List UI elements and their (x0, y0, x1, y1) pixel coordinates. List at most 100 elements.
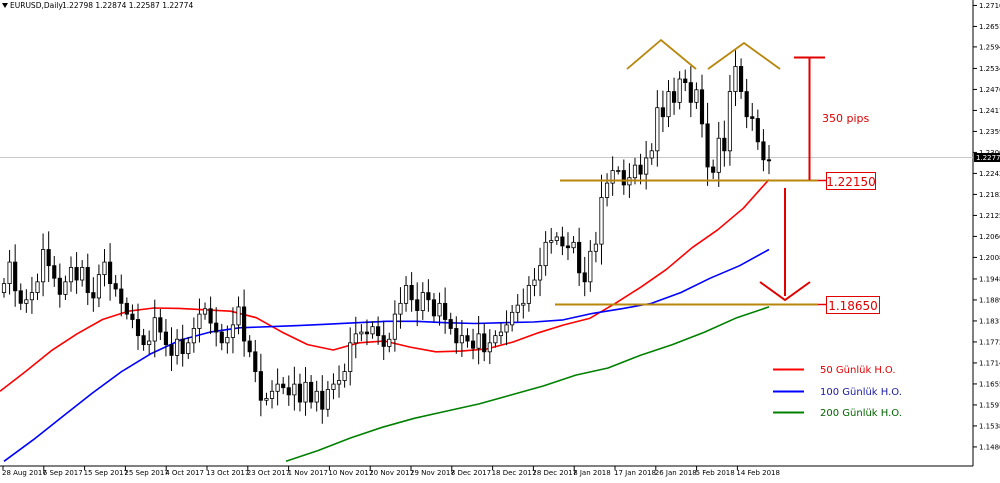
candle-body (342, 371, 347, 381)
candle-body (264, 398, 269, 401)
candle (85, 253, 90, 305)
candle (487, 329, 492, 365)
candle (359, 324, 364, 342)
candle (638, 153, 643, 185)
candle (571, 236, 576, 254)
candle-body (208, 308, 213, 324)
level-2-label: 1.18650 (828, 299, 878, 313)
candle-body (18, 290, 23, 304)
price-tag-label: 1.22774 (976, 154, 1000, 162)
candle (727, 74, 732, 166)
candle-body (376, 326, 381, 337)
candle-body (459, 335, 464, 344)
candle-body (387, 338, 392, 347)
x-tick-label: 17 Jan 2018 (614, 469, 656, 477)
candle-body (409, 285, 414, 301)
candle (649, 143, 654, 165)
candle (699, 74, 705, 138)
candle (582, 256, 587, 297)
x-tick-label: 18 Dec 2017 (492, 469, 537, 477)
candle (755, 109, 760, 150)
candle-body (722, 137, 727, 152)
candle-body (303, 381, 308, 403)
candle (381, 320, 386, 360)
candle (688, 66, 693, 118)
candle (705, 102, 710, 186)
candle (504, 310, 509, 346)
candle-body (437, 302, 442, 317)
candle (130, 304, 135, 329)
candle-body (694, 89, 699, 103)
candle-body (364, 331, 370, 335)
candle-body (281, 383, 286, 389)
candle (711, 159, 716, 179)
y-tick-label: 1.21250 (979, 212, 1000, 220)
candle-body (46, 249, 51, 267)
candle-body (616, 170, 621, 172)
candle (242, 289, 247, 357)
candle (292, 366, 297, 411)
candle (29, 276, 34, 314)
legend-label-200: 200 Günlük H.O. (820, 408, 902, 419)
candle-body (175, 338, 180, 356)
candle-body (549, 240, 554, 243)
candle (660, 90, 665, 133)
candle-body (275, 383, 280, 392)
candle-body (504, 324, 509, 333)
candle-body (91, 292, 96, 299)
level-2-box (826, 296, 880, 314)
candle-body (487, 342, 492, 353)
candle-body (582, 272, 587, 283)
candle (297, 373, 303, 412)
candle-body (476, 333, 481, 349)
y-tick-label: 1.20080 (979, 254, 1000, 262)
candle (191, 317, 196, 353)
candle (532, 268, 537, 297)
candle-body (169, 344, 174, 356)
candle-body (29, 292, 34, 301)
candle (409, 272, 414, 312)
candle-body (448, 319, 453, 329)
x-tick-label: 28 Aug 2017 (2, 469, 47, 477)
candle (163, 319, 169, 357)
candle (510, 304, 515, 332)
candle (1, 277, 7, 298)
x-tick-label: 23 Oct 2017 (247, 469, 290, 477)
x-tick-label: 5 Feb 2018 (696, 469, 735, 477)
candle (588, 240, 593, 292)
candle (621, 159, 626, 195)
candle (253, 339, 258, 383)
candle-body (52, 265, 57, 279)
candle (671, 77, 677, 115)
candle (124, 297, 129, 320)
candle-body (57, 277, 62, 295)
candle (655, 90, 660, 167)
candle-body (225, 337, 230, 344)
x-tick-label: 1 Nov 2017 (288, 469, 328, 477)
candle-body (733, 66, 738, 92)
candle-body (242, 306, 247, 342)
x-tick-label: 15 Sep 2017 (84, 469, 128, 477)
candle (18, 283, 23, 310)
candle (733, 50, 738, 107)
ma-200-line (285, 306, 770, 463)
candle (744, 78, 749, 129)
candle (141, 328, 146, 351)
candle (13, 244, 18, 307)
legend-label-100: 100 Günlük H.O. (820, 387, 902, 398)
candle (102, 249, 107, 287)
candle (57, 263, 62, 308)
candle-body (727, 91, 732, 152)
y-tick-label: 1.15385 (979, 422, 1000, 430)
symbol-dropdown-icon[interactable] (2, 3, 8, 8)
candle (604, 173, 610, 207)
candle (398, 287, 403, 329)
candle (197, 298, 202, 343)
y-tick-label: 1.17725 (979, 338, 1000, 346)
x-tick-label: 10 Nov 2017 (328, 469, 373, 477)
candle-body (219, 331, 224, 344)
candle-body (158, 317, 163, 333)
candle-body (325, 389, 330, 410)
candle (158, 308, 163, 340)
candle (348, 327, 353, 386)
